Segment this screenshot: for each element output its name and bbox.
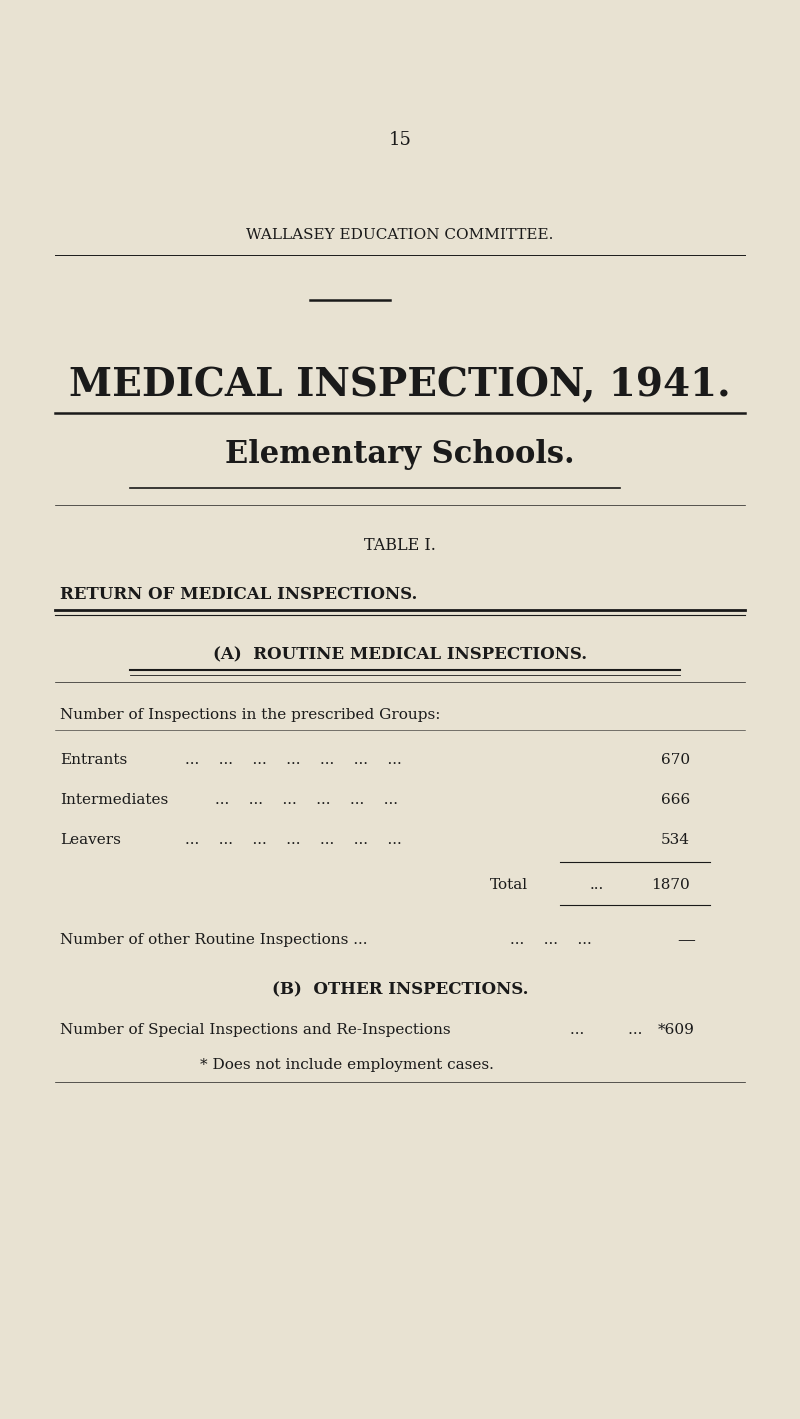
Text: —: — [677, 931, 695, 949]
Text: 15: 15 [389, 131, 411, 149]
Text: * Does not include employment cases.: * Does not include employment cases. [200, 1059, 494, 1071]
Text: ...    ...    ...: ... ... ... [510, 934, 592, 946]
Text: Number of Inspections in the prescribed Groups:: Number of Inspections in the prescribed … [60, 708, 441, 722]
Text: 670: 670 [661, 753, 690, 768]
Text: 534: 534 [661, 833, 690, 847]
Text: Intermediates: Intermediates [60, 793, 168, 807]
Text: Entrants: Entrants [60, 753, 127, 768]
Text: ...         ...: ... ... [570, 1023, 642, 1037]
Text: RETURN OF MEDICAL INSPECTIONS.: RETURN OF MEDICAL INSPECTIONS. [60, 586, 418, 603]
Text: MEDICAL INSPECTION, 1941.: MEDICAL INSPECTION, 1941. [69, 366, 731, 404]
Text: 666: 666 [661, 793, 690, 807]
Text: ...    ...    ...    ...    ...    ...: ... ... ... ... ... ... [215, 793, 398, 807]
Text: Number of Special Inspections and Re-Inspections: Number of Special Inspections and Re-Ins… [60, 1023, 450, 1037]
Text: ...    ...    ...    ...    ...    ...    ...: ... ... ... ... ... ... ... [185, 833, 402, 847]
Text: (A)  ROUTINE MEDICAL INSPECTIONS.: (A) ROUTINE MEDICAL INSPECTIONS. [213, 647, 587, 664]
Text: 1870: 1870 [651, 878, 690, 893]
Text: Number of other Routine Inspections ...: Number of other Routine Inspections ... [60, 934, 367, 946]
Text: Leavers: Leavers [60, 833, 121, 847]
Text: TABLE I.: TABLE I. [364, 536, 436, 553]
Text: ...: ... [590, 878, 604, 893]
Text: (B)  OTHER INSPECTIONS.: (B) OTHER INSPECTIONS. [272, 982, 528, 999]
Text: ...    ...    ...    ...    ...    ...    ...: ... ... ... ... ... ... ... [185, 753, 402, 768]
Text: WALLASEY EDUCATION COMMITTEE.: WALLASEY EDUCATION COMMITTEE. [246, 228, 554, 243]
Text: Elementary Schools.: Elementary Schools. [225, 440, 575, 471]
Text: *609: *609 [658, 1023, 695, 1037]
Text: Total: Total [490, 878, 528, 893]
